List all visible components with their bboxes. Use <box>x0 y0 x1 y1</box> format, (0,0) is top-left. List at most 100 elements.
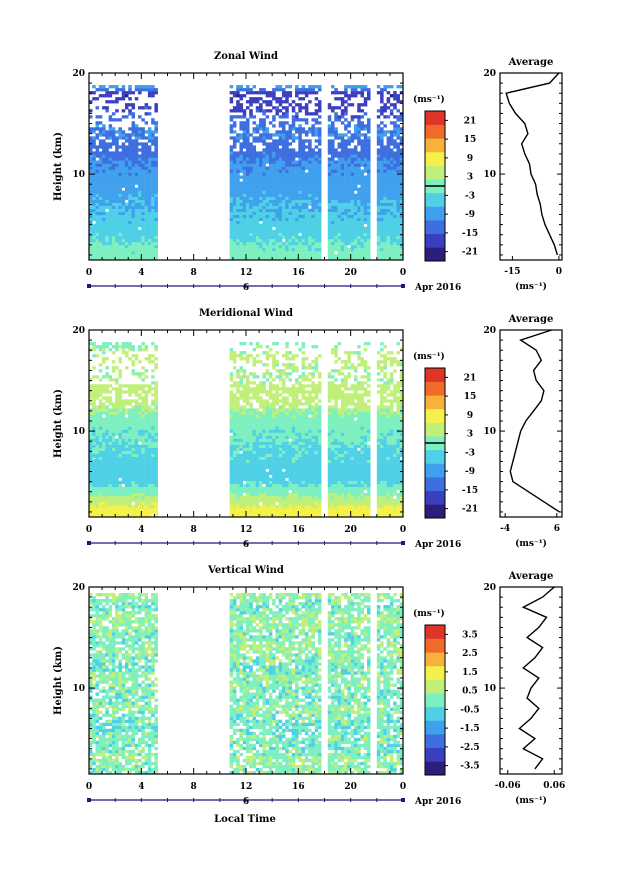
heatmap-cell <box>360 109 364 113</box>
heatmap-cell <box>232 381 237 385</box>
heatmap-cell <box>89 384 93 388</box>
heatmap-cell <box>353 91 358 95</box>
heatmap-cell <box>128 151 132 155</box>
heatmap-cell <box>102 432 106 436</box>
heatmap-cell <box>334 208 338 212</box>
heatmap-cell <box>124 187 129 191</box>
heatmap-cell <box>281 244 286 249</box>
heatmap-cell <box>134 151 139 155</box>
heatmap-cell <box>281 157 286 161</box>
heatmap-cell <box>154 202 158 206</box>
heatmap-cell <box>268 172 273 176</box>
heatmap-cell <box>151 480 155 485</box>
heatmap-cell <box>131 420 136 424</box>
heatmap-cell <box>311 148 315 152</box>
heatmap-cell <box>92 256 96 261</box>
heatmap-cell <box>317 190 322 194</box>
heatmap-cell <box>389 202 394 206</box>
heatmap-cell <box>124 91 129 95</box>
heatmap-cell <box>154 247 158 252</box>
heatmap-cell <box>141 256 145 261</box>
heatmap-cell <box>102 411 106 415</box>
heatmap-cell <box>98 447 103 451</box>
heatmap-cell <box>232 432 237 436</box>
heatmap-cell <box>232 468 237 473</box>
heatmap-cell <box>249 145 253 149</box>
heatmap-cell <box>134 250 139 255</box>
heatmap-cell <box>357 226 361 231</box>
heatmap-cell <box>255 151 260 155</box>
heatmap-cell <box>340 196 345 200</box>
heatmap-cell <box>301 223 306 228</box>
heatmap-cell <box>278 196 283 200</box>
heatmap-cell <box>151 244 155 249</box>
heatmap-cell <box>95 450 100 454</box>
heatmap-cell <box>246 504 250 509</box>
heatmap-cell <box>285 172 289 176</box>
heatmap-cell <box>340 157 345 161</box>
heatmap-cell <box>304 250 309 255</box>
heatmap-cell <box>131 253 136 258</box>
heatmap-cell <box>92 510 96 515</box>
heatmap-cell <box>102 220 106 225</box>
heatmap-cell <box>272 193 276 197</box>
heatmap-cell <box>399 169 404 173</box>
heatmap-cell <box>89 486 93 491</box>
heatmap-cell <box>255 199 260 203</box>
heatmap-cell <box>314 244 319 249</box>
heatmap-cell <box>389 169 394 173</box>
heatmap-cell <box>304 208 309 212</box>
heatmap-cell <box>108 157 113 161</box>
heatmap-cell <box>239 187 243 191</box>
heatmap-cell <box>92 250 96 255</box>
heatmap-cell <box>134 169 139 173</box>
heatmap-cell <box>311 196 315 200</box>
heatmap-cell <box>285 139 289 143</box>
heatmap-cell <box>128 423 132 427</box>
heatmap-cell <box>389 238 394 243</box>
heatmap-cell <box>151 211 155 216</box>
heatmap-cell <box>304 214 309 219</box>
heatmap-cell <box>111 447 116 451</box>
heatmap-cell <box>229 357 234 361</box>
heatmap-cell <box>301 256 306 261</box>
heatmap-cell <box>229 438 234 442</box>
heatmap-cell <box>334 172 338 176</box>
heatmap-cell <box>298 103 302 107</box>
heatmap-cell <box>151 205 155 209</box>
heatmap-cell <box>268 256 273 261</box>
heatmap-cell <box>124 247 129 252</box>
heatmap-cell <box>399 235 404 240</box>
heatmap-cell <box>154 196 158 200</box>
heatmap-cell <box>357 91 361 95</box>
heatmap-cell <box>389 214 394 219</box>
heatmap-cell <box>239 423 243 427</box>
heatmap-cell <box>350 133 355 137</box>
heatmap-cell <box>118 408 122 412</box>
heatmap-cell <box>252 420 257 424</box>
heatmap-cell <box>111 154 116 158</box>
heatmap-cell <box>242 393 247 397</box>
heatmap-cell <box>89 247 93 252</box>
heatmap-cell <box>138 510 142 515</box>
colorbar-tick-label: -21 <box>462 248 478 258</box>
heatmap-cell <box>89 193 93 197</box>
heatmap-cell <box>288 160 293 164</box>
heatmap-cell <box>118 474 122 479</box>
heatmap-cell <box>252 178 257 182</box>
heatmap-cell <box>239 441 243 445</box>
heatmap-cell <box>147 459 152 463</box>
heatmap-cell <box>105 217 109 222</box>
heatmap-cell <box>360 94 364 98</box>
heatmap-cell <box>141 468 145 473</box>
heatmap-cell <box>95 513 100 518</box>
heatmap-cell <box>118 417 122 421</box>
heatmap-cell <box>229 348 234 352</box>
heatmap-cell <box>141 169 145 173</box>
heatmap-cell <box>268 160 273 164</box>
heatmap-cell <box>249 202 253 206</box>
heatmap-cell <box>291 139 296 143</box>
heatmap-cell <box>102 211 106 216</box>
heatmap-cell <box>246 417 250 421</box>
heatmap-cell <box>89 127 93 131</box>
